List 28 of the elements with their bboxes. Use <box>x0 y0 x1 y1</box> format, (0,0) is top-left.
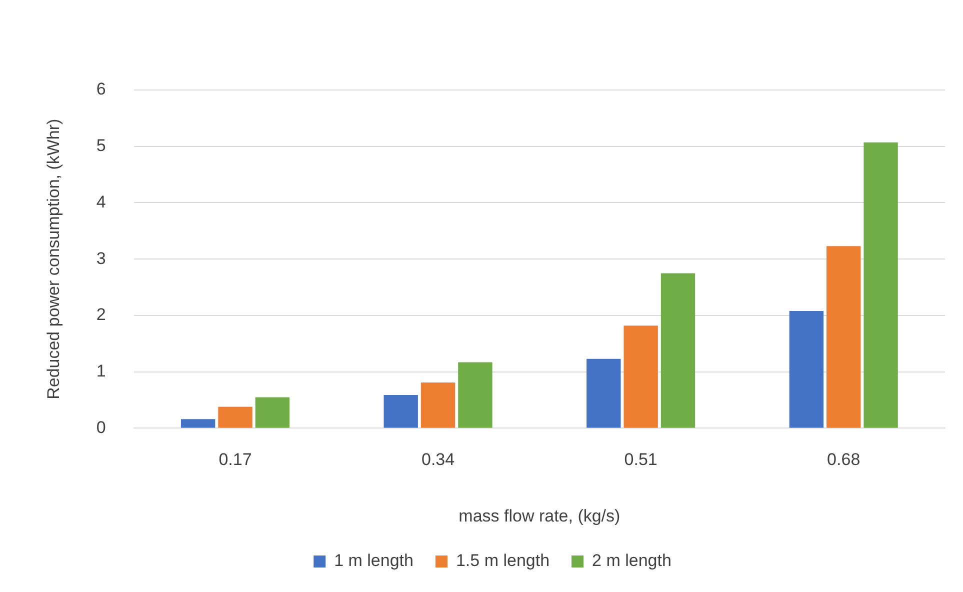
bar <box>789 310 824 428</box>
x-axis-title: mass flow rate, (kg/s) <box>458 506 620 526</box>
bar <box>458 362 492 428</box>
bar <box>586 358 621 428</box>
y-tick-label: 4 <box>96 192 106 212</box>
y-tick-label: 2 <box>96 305 106 324</box>
legend-label: 1.5 m length <box>456 551 550 570</box>
x-tick-label: 0.68 <box>827 450 860 470</box>
bar <box>624 326 658 428</box>
x-tick-label: 0.34 <box>421 450 455 470</box>
bar <box>384 394 418 428</box>
y-tick-label: 3 <box>96 248 106 268</box>
bar <box>864 142 898 428</box>
bar <box>180 419 216 428</box>
legend-label: 2 m length <box>592 551 672 570</box>
legend-label: 1 m length <box>334 551 414 570</box>
bar <box>660 273 696 428</box>
x-tick-label: 0.17 <box>218 450 252 470</box>
y-tick-label: 1 <box>96 362 106 381</box>
bar <box>826 246 861 428</box>
y-axis-title: Reduced power consumption, (kWhr) <box>44 118 63 400</box>
bar <box>420 382 456 428</box>
bar <box>255 397 290 428</box>
bar <box>218 406 252 428</box>
x-tick-label: 0.51 <box>624 450 658 470</box>
y-tick-label: 5 <box>96 136 106 156</box>
y-tick-label: 0 <box>96 418 106 437</box>
y-tick-label: 6 <box>96 80 106 99</box>
